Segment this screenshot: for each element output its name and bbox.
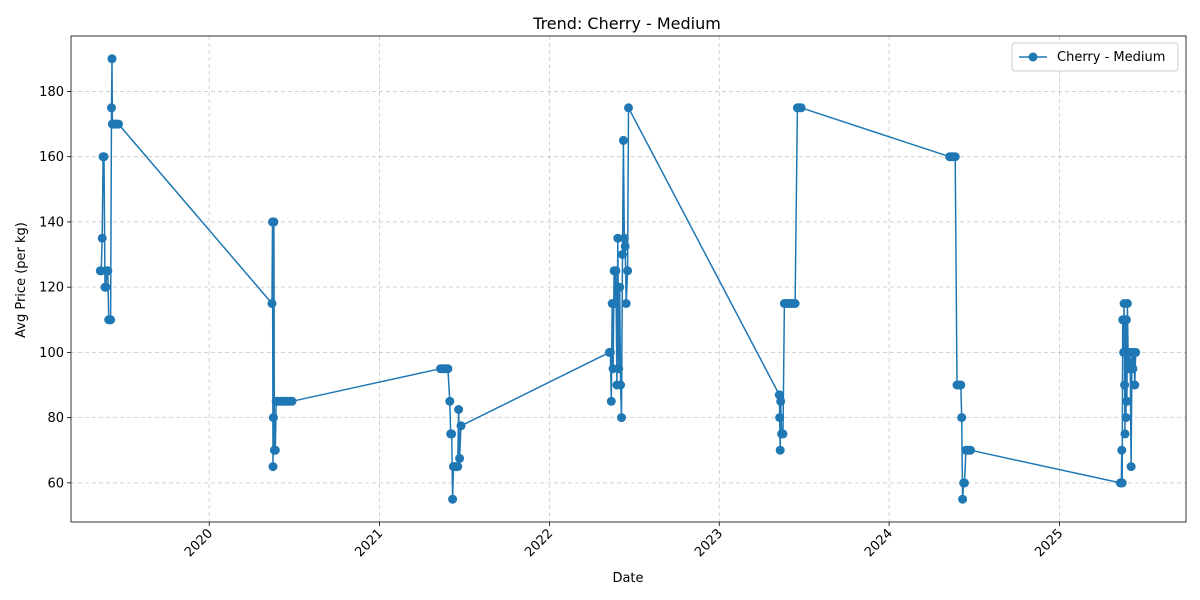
- data-point: [775, 413, 785, 423]
- grid: [71, 36, 1186, 522]
- data-point: [1126, 462, 1136, 472]
- data-point: [1121, 315, 1131, 325]
- data-point: [1121, 413, 1131, 423]
- data-point: [1120, 380, 1130, 390]
- y-tick-label: 80: [47, 411, 64, 426]
- data-point: [268, 462, 278, 472]
- data-point: [617, 413, 626, 423]
- data-point: [287, 396, 297, 406]
- data-point: [1117, 445, 1127, 455]
- legend-box: [1011, 42, 1179, 72]
- data-point: [618, 250, 627, 259]
- data-point: [1130, 380, 1140, 390]
- data-point: [445, 396, 455, 406]
- data-point: [621, 299, 631, 308]
- data-point: [614, 364, 624, 374]
- y-tick-label: 60: [47, 476, 64, 491]
- data-point: [613, 233, 623, 243]
- series-layer: [95, 54, 1141, 504]
- data-point: [270, 445, 280, 455]
- data-point: [1131, 347, 1141, 357]
- legend-label: Cherry - Medium: [1057, 50, 1165, 65]
- plot-frame: [70, 35, 1187, 523]
- chart-title: Trend: Cherry - Medium: [532, 14, 721, 33]
- data-point: [776, 396, 786, 406]
- data-point: [448, 494, 458, 504]
- data-point: [97, 233, 107, 243]
- data-point: [1117, 478, 1127, 488]
- data-point: [103, 266, 113, 276]
- data-point: [107, 103, 116, 113]
- data-point: [107, 54, 117, 64]
- data-point: [616, 380, 626, 390]
- data-point: [950, 152, 960, 162]
- data-point: [610, 299, 620, 308]
- data-point: [1120, 429, 1130, 439]
- legend-marker: [1028, 52, 1038, 62]
- y-axis-ticks: 60 80 100 120 140 160 180: [39, 85, 71, 491]
- y-tick-label: 160: [39, 150, 64, 165]
- data-point: [114, 119, 123, 129]
- y-tick-label: 100: [39, 346, 64, 361]
- data-point: [605, 347, 615, 357]
- y-axis-label: Avg Price (per kg): [14, 222, 29, 338]
- data-point: [620, 241, 630, 251]
- data-point: [623, 266, 633, 276]
- data-point: [615, 282, 625, 292]
- data-point: [960, 478, 969, 488]
- data-point: [956, 380, 966, 390]
- data-point: [443, 364, 453, 374]
- legend: Cherry - Medium: [1011, 42, 1179, 72]
- data-point: [101, 282, 111, 292]
- data-point: [455, 453, 465, 463]
- series-line: [100, 58, 1137, 500]
- data-point: [453, 462, 463, 472]
- data-point: [775, 445, 785, 455]
- data-point: [790, 299, 800, 308]
- y-tick-label: 120: [39, 281, 64, 296]
- data-point: [447, 429, 457, 439]
- data-point: [618, 135, 628, 145]
- data-point: [778, 429, 788, 439]
- data-point: [267, 299, 277, 308]
- data-point: [1122, 299, 1132, 308]
- data-point: [796, 103, 806, 113]
- data-point: [611, 266, 621, 276]
- data-point: [269, 217, 279, 227]
- data-point: [957, 413, 967, 423]
- data-point: [619, 233, 629, 243]
- data-point: [966, 445, 975, 455]
- data-point: [958, 494, 968, 504]
- y-tick-label: 180: [39, 85, 64, 100]
- data-point: [1128, 364, 1138, 374]
- y-tick-label: 140: [39, 215, 64, 230]
- x-axis-label: Date: [612, 571, 643, 586]
- data-point: [1122, 396, 1132, 406]
- data-point: [624, 103, 633, 113]
- data-point: [454, 405, 464, 414]
- data-point: [606, 396, 616, 406]
- data-point: [106, 315, 116, 325]
- data-point: [99, 152, 109, 162]
- data-point: [268, 413, 278, 423]
- data-point: [456, 421, 466, 431]
